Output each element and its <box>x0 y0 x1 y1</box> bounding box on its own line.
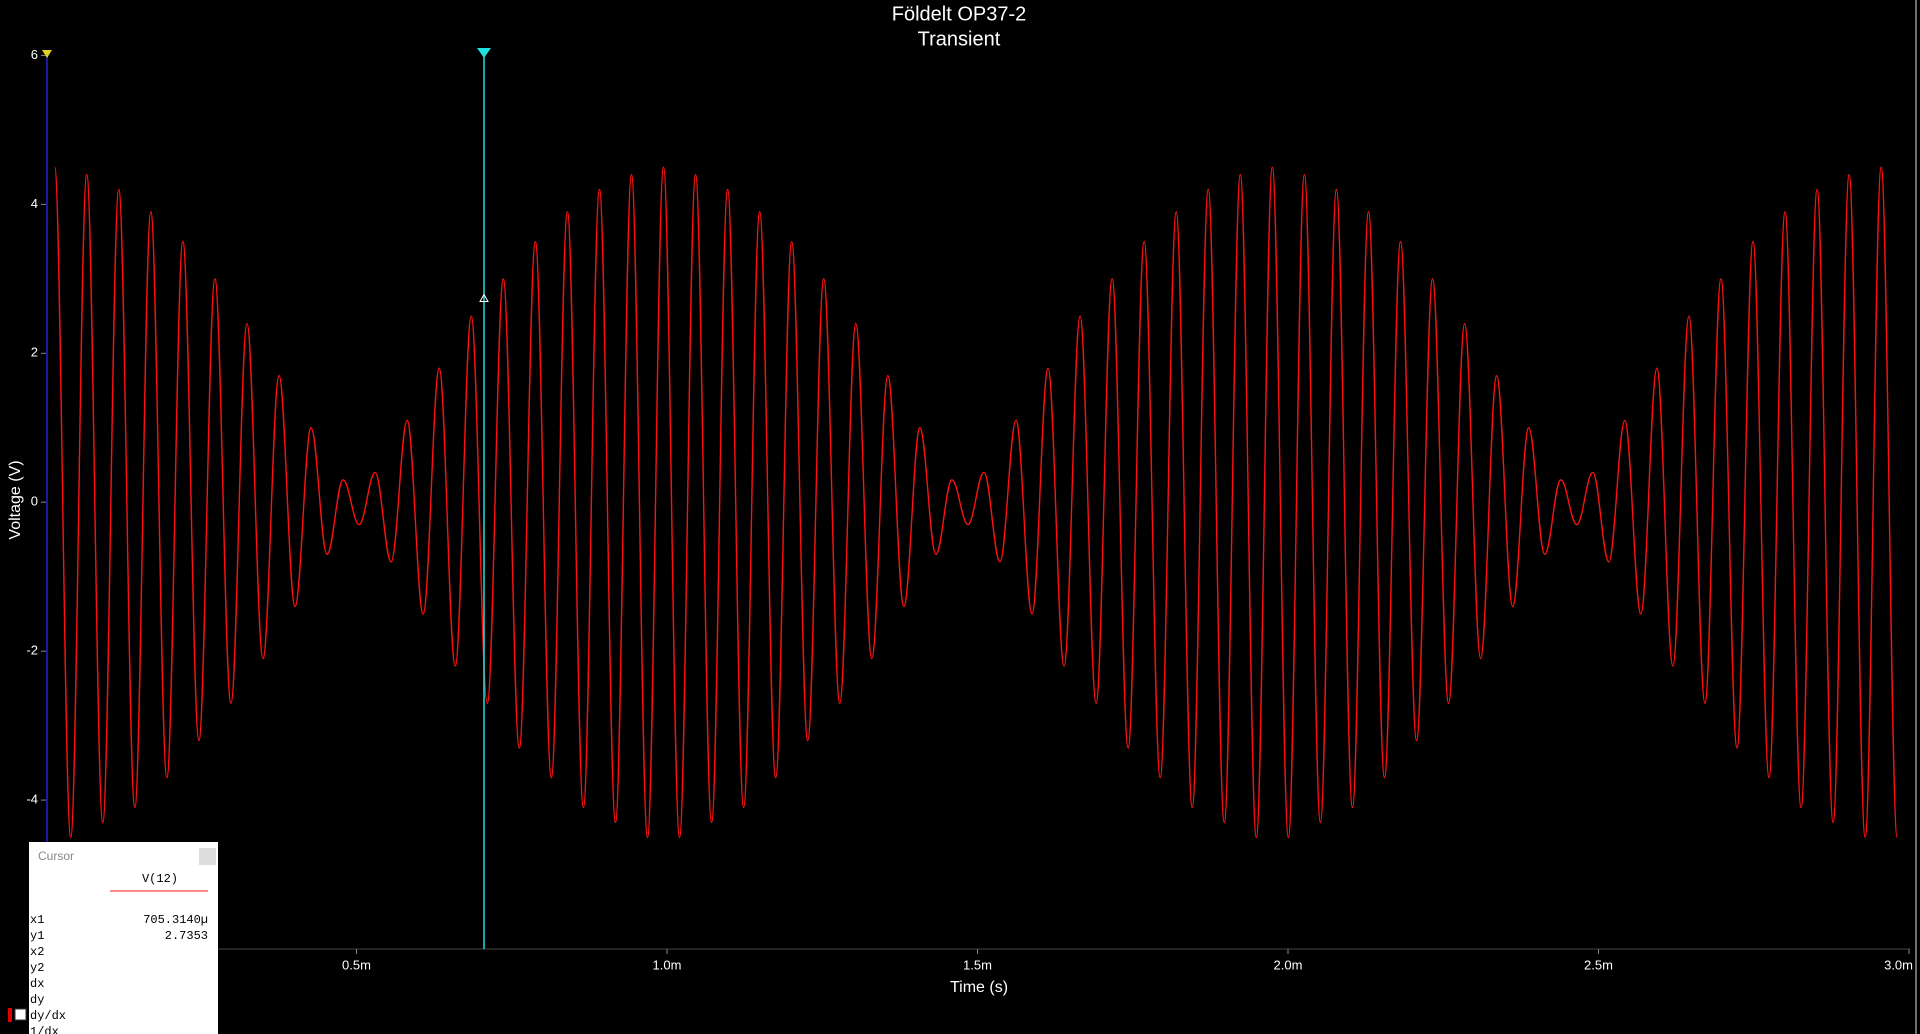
cursor-row-label: y2 <box>30 961 44 975</box>
x-axis-label: Time (s) <box>950 979 1008 996</box>
cursor-y1-value: 2.7353 <box>165 929 208 943</box>
panel-title: Cursor <box>38 849 74 863</box>
y-tick-label: -2 <box>26 643 38 658</box>
panel-marker <box>8 1008 12 1022</box>
cursor-row-label: y1 <box>30 929 44 943</box>
legend-entry: V(12) <box>142 872 178 886</box>
y-tick-label: 0 <box>31 494 38 509</box>
cursor-handle[interactable] <box>477 48 491 58</box>
x-tick-label: 0.5m <box>342 957 371 972</box>
y-axis-label: Voltage (V) <box>7 460 24 539</box>
cursor-row-label: 1/dx <box>30 1025 59 1034</box>
x-tick-label: 3.0m <box>1884 957 1913 972</box>
cursor-point <box>479 293 489 303</box>
x-tick-label: 1.0m <box>653 957 682 972</box>
chart-title: Földelt OP37-2 <box>892 3 1027 25</box>
y-tick-label: -4 <box>26 792 38 807</box>
y-tick-label: 4 <box>31 196 38 211</box>
x-tick-label: 1.5m <box>963 957 992 972</box>
cursor-row-label: dy <box>30 993 44 1007</box>
cursor-row-label: dy/dx <box>30 1009 66 1023</box>
cursor-x1-value: 705.3140µ <box>143 913 208 927</box>
cursor-row-label: dx <box>30 977 44 991</box>
checkbox[interactable] <box>14 1008 27 1021</box>
panel-background <box>29 842 218 1034</box>
chart-subtitle: Transient <box>918 28 1001 50</box>
x-tick-label: 2.0m <box>1274 957 1303 972</box>
x-tick-label: 2.5m <box>1584 957 1613 972</box>
series-line <box>54 166 1898 839</box>
cursor-row-label: x1 <box>30 913 44 927</box>
y-tick-label: 2 <box>31 345 38 360</box>
panel-button[interactable] <box>199 848 216 865</box>
cursor-row-label: x2 <box>30 945 44 959</box>
cursor-2-handle[interactable] <box>42 50 52 58</box>
y-tick-label: 6 <box>31 47 38 62</box>
cursor-panel: Cursor V(12) 705.3140µ 2.7353 x1 y1 x2 y2 dx… <box>8 842 218 1034</box>
